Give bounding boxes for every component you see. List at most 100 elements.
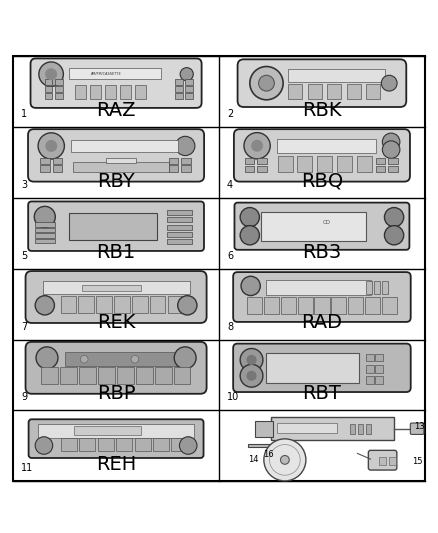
Circle shape [34, 206, 55, 228]
Bar [167, 232, 192, 237]
Text: 15: 15 [412, 457, 423, 466]
FancyBboxPatch shape [410, 423, 424, 434]
Circle shape [38, 133, 64, 159]
Bar [69, 213, 156, 240]
Bar [167, 224, 192, 230]
Circle shape [247, 372, 256, 380]
Bar [297, 156, 312, 172]
Bar [105, 85, 116, 99]
Bar [153, 438, 169, 451]
FancyBboxPatch shape [233, 344, 411, 392]
Text: 4: 4 [227, 180, 233, 190]
Bar [388, 166, 398, 172]
FancyBboxPatch shape [28, 201, 204, 251]
Bar [245, 158, 254, 164]
Text: RBK: RBK [302, 101, 342, 120]
FancyBboxPatch shape [234, 129, 410, 182]
Bar [264, 297, 279, 314]
Bar [45, 79, 53, 85]
Bar [167, 239, 192, 244]
Bar [41, 367, 58, 384]
Bar [331, 297, 346, 314]
Text: CD: CD [322, 220, 330, 225]
Bar [106, 158, 136, 163]
Text: RB3: RB3 [302, 243, 342, 262]
Circle shape [382, 133, 400, 151]
Bar [120, 85, 131, 99]
FancyBboxPatch shape [25, 271, 207, 323]
Text: 7: 7 [21, 321, 27, 332]
Text: AM/FM/CASSETTE: AM/FM/CASSETTE [91, 72, 122, 76]
Circle shape [258, 75, 274, 91]
Text: 10: 10 [227, 392, 239, 402]
Bar [40, 158, 50, 164]
Bar [281, 297, 296, 314]
Bar [277, 423, 336, 433]
Bar [116, 438, 132, 451]
Bar [175, 93, 183, 99]
Bar [79, 438, 95, 451]
Bar [185, 86, 193, 92]
Bar [167, 217, 192, 222]
Bar [185, 93, 193, 99]
Bar [60, 438, 77, 451]
Bar [257, 166, 267, 172]
Bar [64, 352, 179, 366]
Bar [132, 296, 148, 313]
Bar [174, 367, 191, 384]
Circle shape [180, 437, 197, 454]
Bar [35, 222, 56, 227]
Bar [185, 79, 193, 85]
FancyBboxPatch shape [233, 272, 411, 322]
Text: RBQ: RBQ [301, 172, 343, 191]
Text: RAZ: RAZ [96, 101, 136, 120]
FancyBboxPatch shape [28, 129, 204, 182]
Bar [150, 296, 166, 313]
FancyBboxPatch shape [368, 450, 397, 470]
Circle shape [46, 69, 57, 79]
Bar [69, 68, 161, 79]
Bar [181, 165, 191, 172]
Circle shape [240, 225, 259, 245]
Circle shape [247, 356, 256, 364]
Bar [75, 85, 86, 99]
FancyBboxPatch shape [28, 419, 204, 458]
Circle shape [264, 439, 306, 481]
Circle shape [250, 67, 283, 100]
Bar [277, 139, 376, 153]
Bar [388, 158, 398, 164]
Circle shape [241, 276, 260, 296]
Circle shape [131, 356, 139, 363]
Bar [90, 85, 101, 99]
Bar [134, 438, 151, 451]
Bar [117, 367, 134, 384]
Bar [56, 79, 64, 85]
FancyBboxPatch shape [25, 342, 207, 394]
Circle shape [180, 68, 193, 81]
Bar [248, 445, 272, 447]
Bar [357, 156, 371, 172]
Circle shape [244, 133, 270, 159]
Bar [255, 421, 272, 437]
Circle shape [252, 141, 262, 151]
Bar [381, 297, 397, 314]
Bar [350, 424, 355, 434]
Text: 16: 16 [263, 449, 273, 458]
Bar [366, 365, 374, 373]
Circle shape [176, 136, 195, 156]
Bar [53, 158, 62, 164]
Text: 9: 9 [21, 392, 27, 402]
Bar [168, 296, 184, 313]
Text: 11: 11 [21, 463, 33, 473]
Bar [169, 158, 178, 164]
Bar [74, 426, 141, 435]
FancyBboxPatch shape [31, 59, 201, 108]
Circle shape [280, 456, 289, 464]
Bar [175, 79, 183, 85]
Text: 5: 5 [21, 251, 27, 261]
Bar [40, 165, 50, 172]
Circle shape [81, 356, 88, 363]
Bar [317, 156, 332, 172]
Circle shape [46, 141, 57, 151]
Bar [314, 297, 329, 314]
